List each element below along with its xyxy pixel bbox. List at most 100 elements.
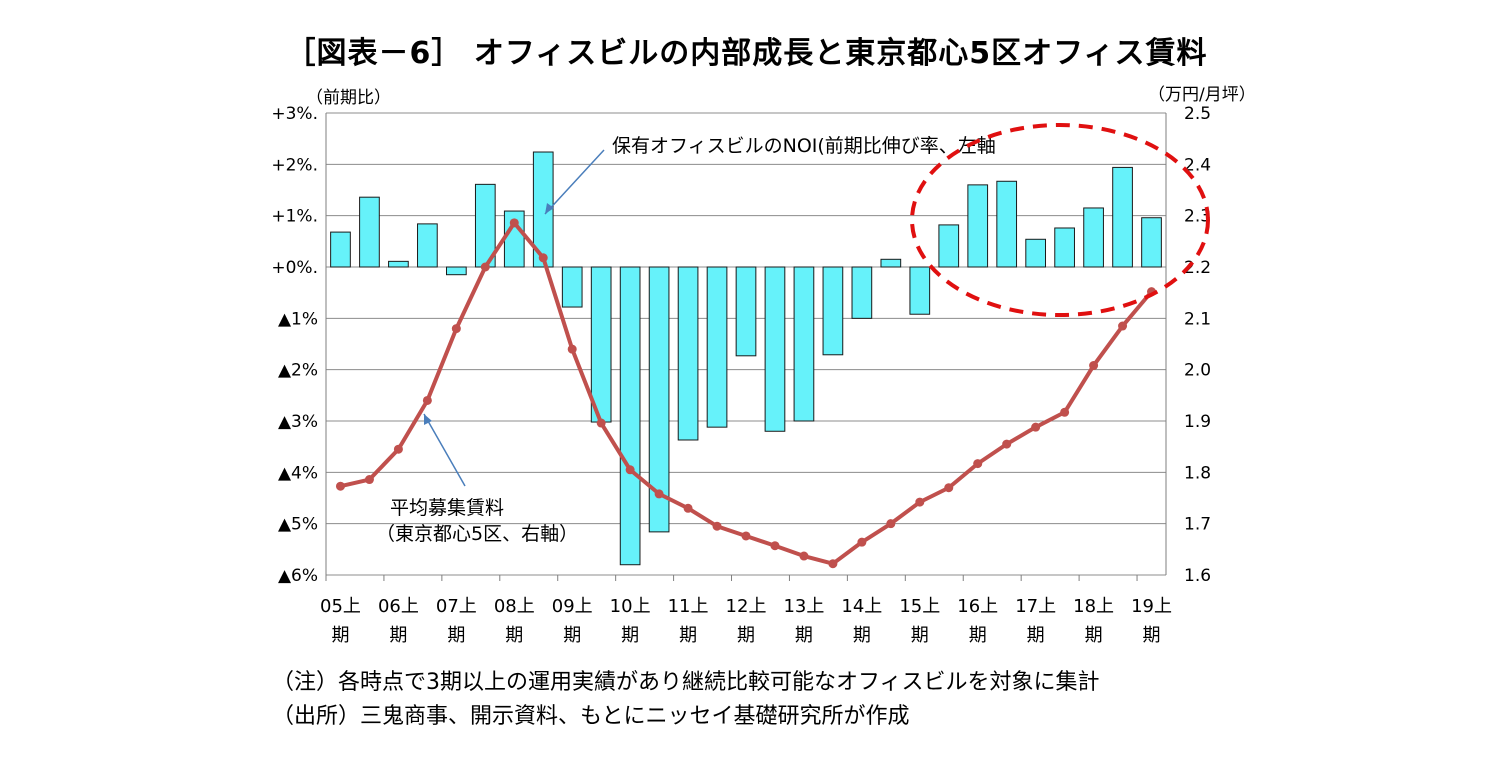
noi-bars [330,151,1162,566]
noi-bar [359,196,380,268]
noi-bar [561,266,583,308]
x-tick-label-suffix: 期 [389,625,407,646]
noi-bar [1141,217,1162,268]
left-tick-label: +2%. [271,155,318,175]
rent-line-point [509,218,519,228]
rent-line-point [1118,321,1128,331]
noi-bar [1025,238,1047,268]
right-tick-label: 1.9 [1184,412,1211,432]
x-tick-label: 16上 [957,596,998,617]
right-tick-label: 1.6 [1184,566,1211,586]
noi-bar [706,266,728,428]
rent-line [335,218,1157,569]
x-tick-label: 18上 [1073,596,1114,617]
x-tick-label: 15上 [899,596,940,617]
left-axis-unit: （前期比） [306,88,391,108]
noi-bar [330,231,351,268]
rent-line-point [770,541,780,551]
rent-line-point [596,418,606,428]
rent-line-point [364,475,374,485]
axes [325,113,1167,581]
noi-bar [1112,166,1133,268]
x-tick-label: 14上 [841,596,882,617]
rent-line-point [654,489,664,499]
left-tick-label: ▲4% [278,463,318,483]
rent-line-point [393,444,403,454]
left-tick-label: ▲1% [278,309,318,329]
noi-bar [967,184,989,268]
noi-bar [388,260,409,268]
noi-bar [996,180,1018,268]
rent-line-point [451,324,461,334]
rent-line-point [480,262,490,272]
x-tick-label-suffix: 期 [911,625,929,646]
left-tick-label: ▲2% [278,361,318,381]
noi-bar [851,266,873,319]
x-tick-label-suffix: 期 [447,625,465,646]
rent-callout-line [423,413,466,487]
rent-line-point [828,559,838,569]
chart-title: ［図表－6］ オフィスビルの内部成長と東京都心5区オフィス賃料 [285,36,1208,71]
right-tick-label: 2.4 [1184,155,1211,175]
rent-line-point [422,395,432,405]
rent-line-point [567,344,577,354]
x-tick-label: 13上 [783,596,824,617]
left-tick-label: +0%. [271,258,318,278]
x-tick-label-suffix: 期 [505,625,523,646]
rent-line-point [683,503,693,513]
noi-bar [880,258,902,268]
rent-line-point [915,497,925,507]
rent-callout-arrowhead [424,414,432,425]
x-tick-label-suffix: 期 [795,625,813,646]
rent-series-label: 平均募集賃料 [390,497,504,519]
noi-callout-line [544,149,605,215]
rent-line-point [712,521,722,531]
footnote-note: （注）各時点で3期以上の運用実績があり継続比較可能なオフィスビルを対象に集計 [272,670,1100,695]
x-tick-label-suffix: 期 [621,625,639,646]
right-tick-label: 2.0 [1184,361,1211,381]
x-tick-label-suffix: 期 [679,625,697,646]
left-tick-label: +1%. [271,207,318,227]
rent-line-point [1060,407,1070,417]
x-tick-label-suffix: 期 [737,625,755,646]
noi-callout-arrowhead [545,203,554,214]
x-tick-label: 10上 [610,596,651,617]
x-tick-label: 09上 [552,596,593,617]
noi-bar [764,266,786,432]
noi-bar [590,266,612,423]
right-axis-unit: （万円/月坪） [1148,85,1256,105]
x-tick-label-suffix: 期 [331,625,349,646]
noi-series-label: 保有オフィスビルのNOI(前期比伸び率、左軸 [612,135,996,157]
rent-line-point [799,551,809,561]
x-tick-label: 07上 [436,596,477,617]
rent-line-point [857,537,867,547]
right-tick-label: 2.1 [1184,309,1211,329]
x-tick-label: 11上 [668,596,709,617]
right-tick-label: 1.7 [1184,515,1211,535]
axis-labels: +3%. +2%. +1%. +0%. ▲1% ▲2% ▲3% ▲4% ▲5% ▲6% 2.5 2.4… [271,85,1255,646]
noi-bar [532,151,554,268]
x-tick-label: 05上 [320,596,361,617]
noi-bar [445,266,467,276]
noi-bar [648,266,670,533]
rent-line-point [335,481,345,491]
left-tick-label: ▲3% [278,412,318,432]
noi-bar [619,266,641,566]
noi-bar [735,266,757,357]
rent-line-point [1089,361,1099,371]
rent-line-point [1002,439,1012,449]
left-tick-label: +3%. [271,104,318,124]
noi-bar [1054,227,1075,268]
rent-line-point [973,459,983,469]
left-tick-label: ▲6% [278,566,318,586]
gridlines [326,112,1166,576]
rent-line-point [886,519,896,529]
right-tick-label: 2.3 [1184,207,1211,227]
right-tick-label: 2.5 [1184,104,1211,124]
x-tick-label-suffix: 期 [853,625,871,646]
rent-line-point [1031,422,1041,432]
noi-bar [909,266,931,315]
x-tick-label: 19上 [1131,596,1172,617]
x-tick-label: 12上 [726,596,767,617]
